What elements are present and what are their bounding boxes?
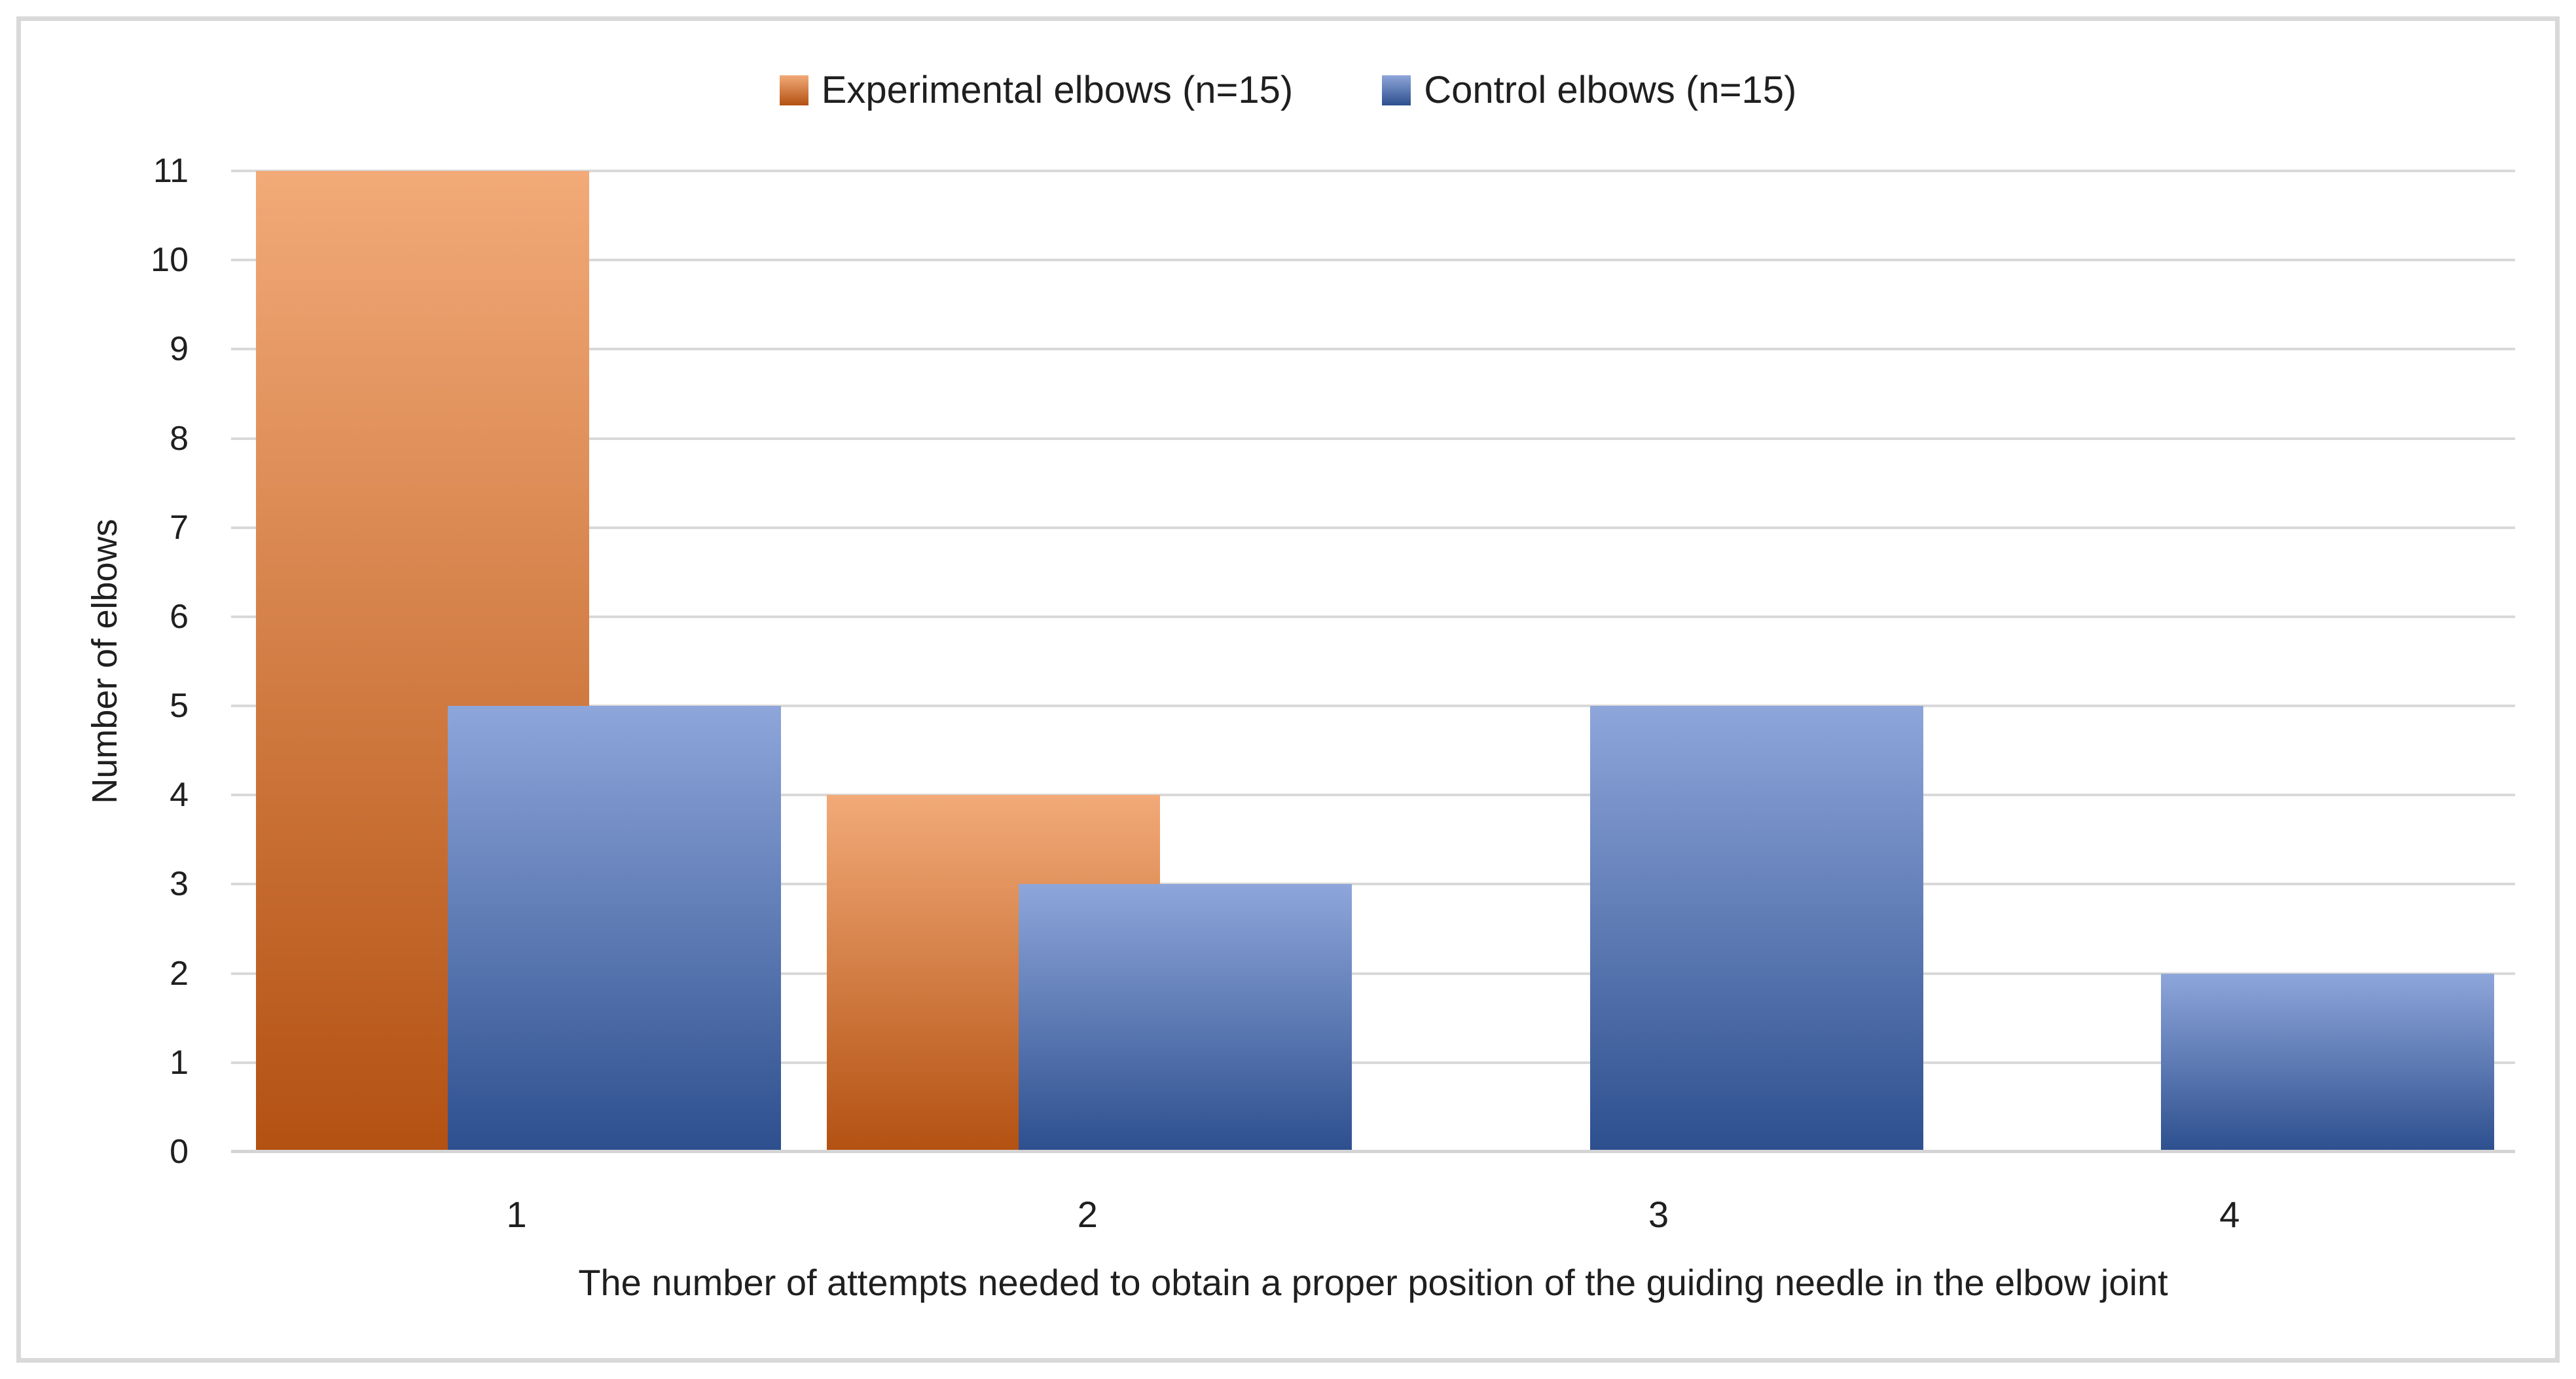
- gridline: [231, 526, 2515, 529]
- legend-label-experimental: Experimental elbows (n=15): [821, 69, 1294, 111]
- y-tick-label: 10: [151, 241, 189, 280]
- x-category-label: 2: [1077, 1194, 1098, 1235]
- legend-swatch-control-icon: [1382, 75, 1411, 105]
- y-tick-label: 7: [170, 508, 189, 547]
- plot-area: [231, 170, 2515, 1153]
- gridline: [231, 1061, 2515, 1064]
- x-axis-title: The number of attempts needed to obtain …: [578, 1262, 2168, 1303]
- x-category-label: 4: [2219, 1194, 2240, 1235]
- x-category-label: 1: [506, 1194, 527, 1235]
- y-tick-label: 0: [170, 1133, 189, 1171]
- gridline: [231, 705, 2515, 708]
- y-tick-label: 8: [170, 419, 189, 458]
- gridline: [231, 883, 2515, 886]
- gridline: [231, 972, 2515, 975]
- gridline: [231, 437, 2515, 440]
- gridline: [231, 615, 2515, 618]
- bar-series1-cat2: [1019, 884, 1352, 1152]
- y-tick-label: 1: [170, 1043, 189, 1082]
- x-axis-line: [231, 1150, 2515, 1153]
- legend-swatch-experimental-icon: [779, 75, 808, 105]
- y-axis-title: Number of elbows: [85, 519, 124, 804]
- y-tick-label: 4: [170, 776, 189, 815]
- gridline: [231, 259, 2515, 262]
- gridline: [231, 348, 2515, 351]
- y-tick-label: 6: [170, 597, 189, 636]
- legend-item-control: Control elbows (n=15): [1382, 71, 1796, 109]
- chart-legend: Experimental elbows (n=15) Control elbow…: [0, 65, 2576, 115]
- y-tick-label: 2: [170, 954, 189, 993]
- legend-item-experimental: Experimental elbows (n=15): [779, 69, 1294, 111]
- x-category-label: 3: [1648, 1194, 1669, 1235]
- y-tick-label: 3: [170, 865, 189, 904]
- gridline: [231, 170, 2515, 172]
- y-tick-label: 9: [170, 330, 189, 369]
- legend-label-control: Control elbows (n=15): [1424, 69, 1797, 111]
- bar-series1-cat4: [2160, 973, 2494, 1152]
- gridline: [231, 794, 2515, 797]
- y-tick-label: 5: [170, 687, 189, 726]
- bar-series1-cat1: [448, 706, 781, 1152]
- bar-series1-cat3: [1589, 706, 1923, 1152]
- y-tick-label: 11: [153, 152, 189, 190]
